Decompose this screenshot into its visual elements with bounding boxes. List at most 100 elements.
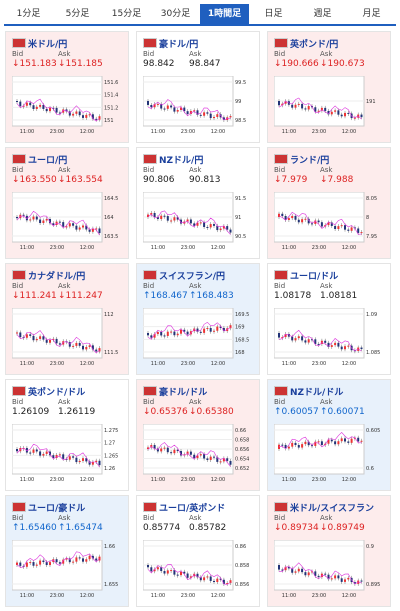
candle-body: [45, 219, 48, 221]
y-tick-label: 0.652: [235, 466, 249, 472]
tab[interactable]: 週足: [313, 9, 332, 19]
tab[interactable]: 1分足: [16, 9, 41, 19]
candle-body: [42, 104, 45, 109]
rate-card[interactable]: ユーロ/豪ドル Bid Ask ↑1.65460 ↑1.65474 1.66 1.655 11…: [5, 495, 129, 607]
candle-body: [75, 111, 78, 114]
rate-card[interactable]: 米ドル/円 Bid Ask ↓151.183 ↓151.185 151.6 151.4 151…: [5, 31, 129, 143]
x-tick-label: 11:00: [282, 593, 296, 599]
candle-body: [62, 222, 65, 227]
candle-body: [357, 437, 360, 442]
pair-title: 豪ドル/円: [159, 40, 199, 50]
tab[interactable]: 5分足: [65, 9, 90, 19]
candle-body: [189, 219, 192, 224]
x-tick-label: 11:00: [20, 361, 34, 367]
rate-card[interactable]: カナダドル/円 Bid Ask ↓111.241 ↓111.247 112 111.5 11:…: [5, 263, 129, 375]
candle-body: [156, 103, 159, 105]
candle-body: [291, 336, 294, 341]
flag-icon: [274, 154, 288, 164]
bid-label: Bid: [12, 166, 24, 174]
candle-body: [150, 335, 153, 338]
bid-label: Bid: [143, 166, 155, 174]
tab[interactable]: 日足: [264, 9, 283, 19]
candle-body: [209, 456, 212, 461]
rate-card[interactable]: ランド/円 Bid Ask ↓7.979 ↓7.988 8.05 8 7.95 11:00 23:…: [267, 147, 391, 259]
candle-body: [153, 212, 156, 218]
candle-body: [35, 449, 38, 452]
x-tick-label: 11:00: [20, 477, 34, 483]
pair-title: 米ドル/円: [28, 40, 68, 50]
candle-body: [65, 558, 68, 560]
candle-body: [317, 343, 320, 345]
candle-body: [186, 111, 189, 115]
ask-label: Ask: [189, 514, 202, 522]
candle-body: [281, 103, 284, 106]
x-tick-label: 12:00: [342, 129, 356, 135]
pair-title: ユーロ/英ポンド: [159, 504, 226, 514]
ask-label: Ask: [58, 282, 71, 290]
rate-card[interactable]: 英ポンド/ドル Bid Ask 1.26109 1.26119 1.275 1.27 1.26…: [5, 379, 129, 491]
x-tick-label: 12:00: [342, 361, 356, 367]
rate-card[interactable]: 豪ドル/ドル Bid Ask ↓0.65376 ↓0.65380 0.66 0.658 0.6…: [136, 379, 260, 491]
candle-body: [176, 217, 179, 220]
rate-card[interactable]: ユーロ/円 Bid Ask ↓163.550 ↓163.554 164.5 164 163.5…: [5, 147, 129, 259]
tab[interactable]: 1時間足: [200, 4, 249, 24]
candle-body: [85, 559, 88, 562]
candle-body: [189, 451, 192, 455]
candle-body: [98, 460, 101, 466]
candle-body: [19, 562, 22, 566]
moving-average: [147, 321, 231, 340]
candle-body: [297, 336, 300, 339]
rate-card[interactable]: ユーロ/英ポンド Bid Ask 0.85774 0.85782 0.86 0.858 0.8…: [136, 495, 260, 607]
tab[interactable]: 15分足: [111, 9, 142, 19]
y-tick-label: 8.05: [366, 196, 377, 202]
candle-body: [294, 215, 297, 220]
candle-body: [340, 114, 343, 117]
rate-card[interactable]: スイスフラン/円 Bid Ask ↑168.467 ↑168.483 169.5 169 16…: [136, 263, 260, 375]
candle-body: [281, 569, 284, 571]
y-tick-label: 163.5: [104, 234, 118, 240]
tab[interactable]: 月足: [362, 9, 381, 19]
rate-card[interactable]: 米ドル/スイスフラン Bid Ask ↓0.89734 ↓0.89749 0.9 0.895…: [267, 495, 391, 607]
rate-card[interactable]: 英ポンド/円 Bid Ask ↓190.666 ↓190.673 191 11:00 23:0…: [267, 31, 391, 143]
candle-body: [222, 458, 225, 462]
candle-body: [291, 442, 294, 447]
candle-body: [334, 342, 337, 346]
candle-body: [327, 342, 330, 347]
rate-card[interactable]: NZドル/ドル Bid Ask ↑0.60057 ↑0.60071 0.605 0.6 11:…: [267, 379, 391, 491]
candle-body: [324, 573, 327, 575]
rate-card[interactable]: ユーロ/ドル Bid Ask 1.08178 1.08181 1.09 1.085 11:00…: [267, 263, 391, 375]
x-tick-label: 11:00: [151, 477, 165, 483]
x-tick-label: 11:00: [151, 245, 165, 251]
candle-body: [350, 438, 353, 443]
moving-average: [147, 99, 231, 121]
rate-card[interactable]: NZドル/円 Bid Ask 90.806 90.813 91.5 91 90.5 11:00 2…: [136, 147, 260, 259]
x-tick-label: 12:00: [80, 361, 94, 367]
candle-body: [160, 448, 163, 452]
candle-body: [176, 449, 179, 452]
candle-body: [72, 223, 75, 226]
mini-chart: 1.66 1.655 11:00 23:00 12:00: [12, 540, 118, 599]
mini-chart: 112 111.5 11:00 23:00 12:00: [12, 308, 118, 367]
candle-body: [49, 219, 51, 224]
candle-body: [213, 580, 215, 583]
flag-icon: [274, 386, 288, 396]
candle-body: [347, 441, 350, 443]
candle-body: [360, 440, 363, 442]
candle-body: [19, 101, 22, 107]
candle-body: [58, 112, 61, 114]
candle-body: [311, 339, 313, 341]
candle-body: [216, 457, 219, 462]
candle-body: [327, 574, 330, 580]
candle-body: [311, 571, 313, 573]
tab[interactable]: 30分足: [160, 9, 191, 19]
x-tick-label: 12:00: [80, 245, 94, 251]
candle-body: [297, 219, 300, 223]
candle-body: [209, 327, 212, 332]
y-tick-label: 0.605: [366, 428, 380, 434]
candle-body: [95, 558, 98, 561]
y-tick-label: 1.09: [366, 312, 377, 318]
mini-chart: 8.05 8 7.95 11:00 23:00 12:00: [274, 192, 377, 251]
flag-icon: [143, 270, 157, 280]
rate-card[interactable]: 豪ドル/円 Bid Ask 98.842 98.847 99.5 99 98.5 11:00 23…: [136, 31, 260, 143]
candle-body: [307, 441, 310, 446]
